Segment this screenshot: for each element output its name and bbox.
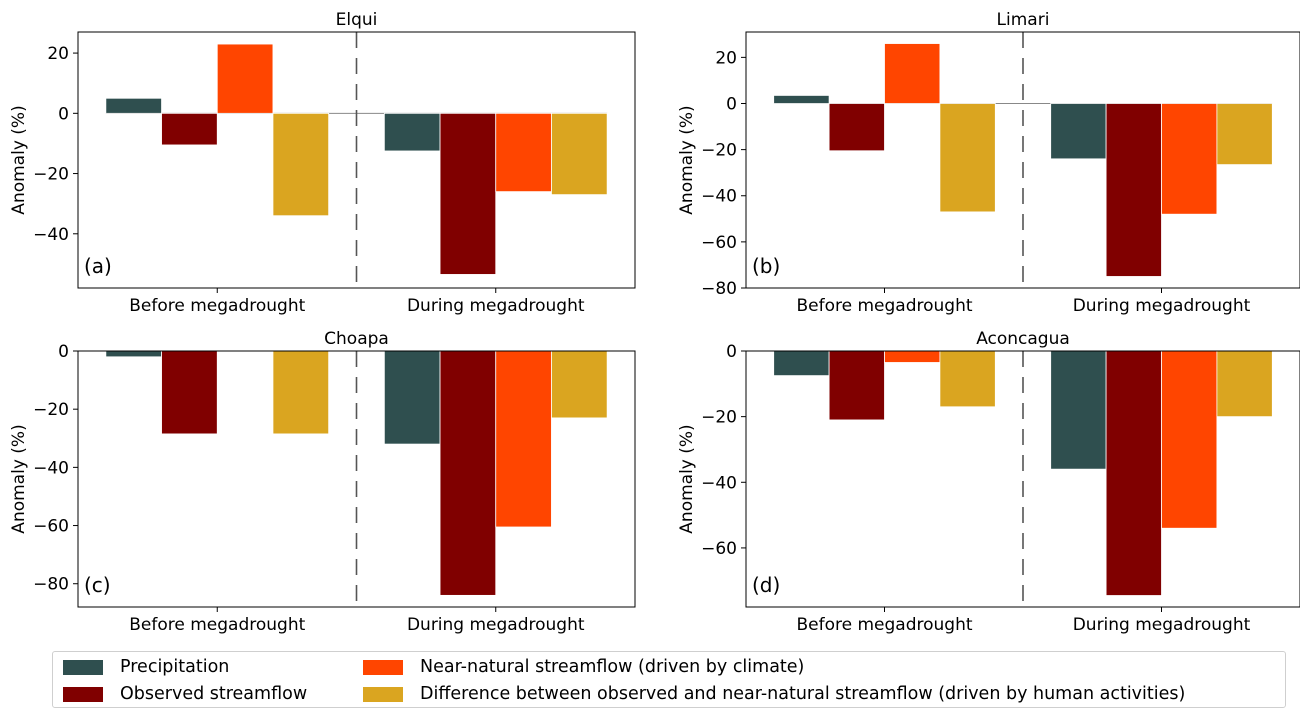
y-tick-label: 0 [726,94,737,114]
bar-choapa-1-1 [439,350,497,596]
bar-limari-0-3 [939,103,996,213]
legend-swatch-near-natural-streamflow [363,659,403,675]
y-tick-label: 0 [58,342,69,362]
legend-swatch-observed-streamflow [63,686,103,702]
bar-limari-0-2 [884,43,941,104]
legend-label-precipitation: Precipitation [120,657,230,677]
panel-label: (d) [752,573,780,597]
bar-limari-0-1 [828,103,885,152]
panel-label: (b) [752,254,780,278]
bar-elqui-0-1 [161,112,218,146]
legend: Precipitation Observed streamflow Near-n… [52,651,1286,708]
plot-frame [77,350,636,608]
y-tick-label: 20 [715,48,737,68]
x-tick-label: During megadrought [407,615,585,635]
bar-aconcagua-1-0 [1050,350,1107,470]
bar-choapa-1-3 [551,350,608,419]
panel-elqui: 20 0 −20 −40 Before megadrought During megadr… [9,10,636,316]
legend-item-difference: Difference between observed and near-nat… [363,682,1185,706]
y-tick-label: 20 [47,44,69,64]
bar-elqui-1-3 [551,112,608,196]
y-tick-label: −40 [701,187,737,207]
panel-choapa: 0 −20 −40 −60 −80 Before megadrought During me… [9,329,636,635]
bar-elqui-1-0 [383,112,441,152]
bar-aconcagua-0-0 [773,350,830,377]
legend-item-observed-streamflow: Observed streamflow [63,682,307,706]
legend-label-difference: Difference between observed and near-nat… [420,684,1186,704]
y-tick-label: −40 [33,458,69,478]
y-axis-label: Anomaly (%) [9,105,29,214]
x-tick-label: Before megadrought [129,615,305,635]
y-tick-label: −40 [701,473,737,493]
y-tick-label: −20 [701,141,737,161]
plot-frame [745,31,1300,289]
bar-limari-1-2 [1161,103,1218,215]
y-tick-label: −80 [33,575,69,595]
bar-elqui-1-1 [439,112,497,275]
legend-item-near-natural-streamflow: Near-natural streamflow (driven by clima… [363,655,804,679]
panel-aconcagua: 0 −20 −40 −60 Before megadrought During megad… [677,329,1300,635]
bar-choapa-1-0 [383,350,441,445]
bar-aconcagua-1-3 [1216,350,1273,418]
y-tick-label: −20 [33,400,69,420]
bar-elqui-1-2 [495,112,552,193]
bar-limari-0-0 [773,95,830,104]
panel-limari: 20 0 −20 −40 −60 −80 Before megadrought During … [677,10,1300,316]
y-tick-label: −60 [701,233,737,253]
y-tick-label: −40 [33,225,69,245]
bar-limari-1-1 [1105,103,1162,277]
x-tick-label: Before megadrought [129,296,305,316]
legend-swatch-difference [363,686,403,702]
bar-elqui-0-0 [105,97,162,114]
x-tick-label: Before megadrought [796,296,972,316]
bar-aconcagua-0-3 [939,350,996,408]
bar-choapa-0-0 [105,350,162,358]
panel-title: Choapa [324,329,389,349]
plot-frame [745,350,1300,608]
x-tick-label: During megadrought [1073,615,1251,635]
y-axis-label: Anomaly (%) [9,424,29,533]
y-tick-label: −20 [33,165,69,185]
bar-choapa-1-2 [495,350,552,528]
bar-choapa-0-3 [272,350,330,435]
bar-limari-1-0 [1050,103,1107,160]
bar-aconcagua-0-2 [884,350,941,363]
x-tick-label: During megadrought [1073,296,1251,316]
plot-frame [77,31,636,289]
panel-label: (a) [84,254,112,278]
legend-swatch-precipitation [63,659,103,675]
y-tick-label: 0 [58,104,69,124]
figure: 20 0 −20 −40 Before megadrought During megadr… [9,10,1300,635]
panel-title: Aconcagua [976,329,1070,349]
bar-choapa-0-1 [161,350,218,435]
bar-aconcagua-1-1 [1105,350,1162,596]
legend-label-near-natural-streamflow: Near-natural streamflow (driven by clima… [420,657,805,677]
y-tick-label: −60 [701,539,737,559]
y-axis-label: Anomaly (%) [677,105,697,214]
y-tick-label: −20 [701,408,737,428]
y-axis-label: Anomaly (%) [677,424,697,533]
bar-aconcagua-1-2 [1161,350,1218,529]
bar-limari-1-3 [1216,103,1273,166]
legend-item-precipitation: Precipitation [63,655,229,679]
bar-elqui-0-3 [272,112,330,217]
x-tick-label: During megadrought [407,296,585,316]
panel-label: (c) [84,573,111,597]
y-tick-label: −60 [33,517,69,537]
y-tick-label: −80 [701,279,737,299]
bar-aconcagua-0-1 [828,350,885,421]
x-tick-label: Before megadrought [796,615,972,635]
legend-label-observed-streamflow: Observed streamflow [120,684,308,704]
bar-elqui-0-2 [216,43,274,114]
panel-title: Limari [997,10,1050,30]
panel-title: Elqui [336,10,378,30]
y-tick-label: 0 [726,342,737,362]
